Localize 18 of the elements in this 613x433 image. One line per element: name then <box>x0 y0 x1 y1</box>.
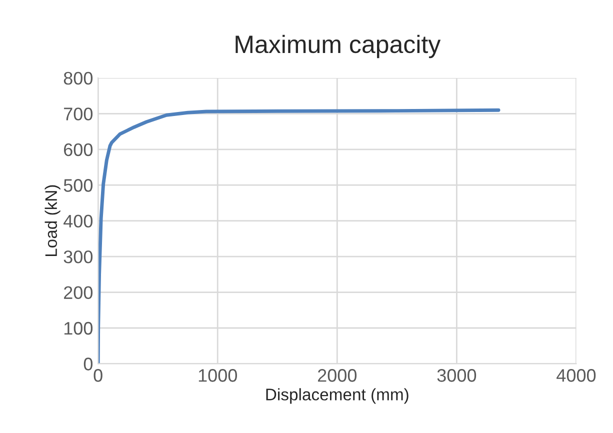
y-tick-label: 700 <box>64 108 93 120</box>
y-axis-title: Load (kN) <box>44 185 60 256</box>
line-series <box>98 108 500 364</box>
x-tick-label: 4000 <box>556 369 596 382</box>
y-tick-label: 100 <box>64 322 93 335</box>
x-axis-title: Displacement (mm) <box>266 388 408 404</box>
x-tick-label: 3000 <box>437 369 476 382</box>
y-tick-label: 0 <box>84 358 93 370</box>
x-tick-label: 0 <box>94 369 102 382</box>
y-tick-label: 200 <box>64 286 93 299</box>
y-tick-label: 800 <box>64 72 93 85</box>
y-tick-label: 500 <box>64 179 93 192</box>
y-tick-label: 400 <box>64 214 93 228</box>
x-tick-label: 2000 <box>318 369 357 382</box>
y-tick-label: 600 <box>64 143 93 156</box>
x-tick-label: 1000 <box>198 369 237 382</box>
chart-title: Maximum capacity <box>236 34 441 58</box>
y-tick-label: 300 <box>64 250 93 264</box>
